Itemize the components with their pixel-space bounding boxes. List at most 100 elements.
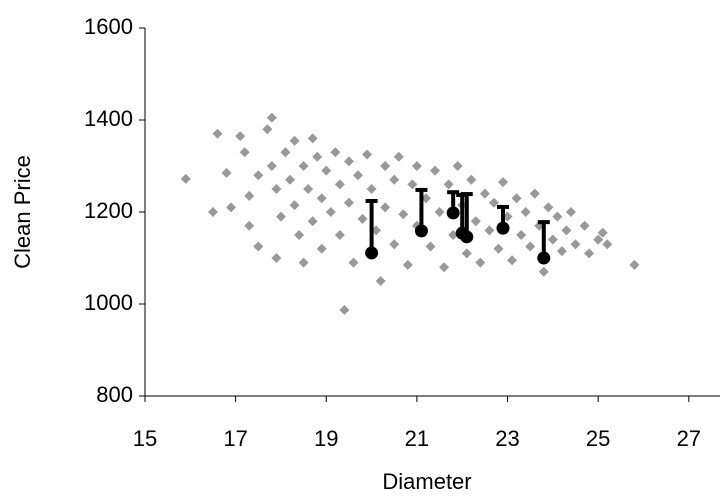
- point: [343, 156, 354, 167]
- point: [180, 173, 191, 184]
- point: [325, 207, 336, 217]
- point: [357, 213, 368, 224]
- x-tick-label: 21: [405, 426, 429, 451]
- point: [561, 225, 572, 236]
- x-tick-label: 23: [495, 426, 519, 451]
- point: [371, 225, 382, 236]
- point: [446, 206, 460, 220]
- point: [411, 161, 422, 171]
- point: [579, 220, 590, 231]
- point: [488, 197, 499, 208]
- point: [434, 207, 445, 217]
- point: [538, 266, 549, 277]
- point: [334, 230, 345, 240]
- point: [460, 230, 474, 244]
- point: [330, 147, 341, 158]
- x-tick-label: 19: [314, 426, 338, 451]
- point: [525, 241, 536, 252]
- point: [584, 248, 595, 259]
- point: [339, 304, 350, 315]
- point: [552, 211, 563, 222]
- point: [366, 184, 377, 194]
- point: [294, 230, 305, 240]
- point: [393, 151, 404, 162]
- point: [420, 193, 431, 204]
- y-tick-label: 1600: [84, 14, 133, 39]
- point: [466, 174, 477, 185]
- point: [253, 170, 264, 181]
- point: [244, 220, 255, 231]
- point: [275, 211, 286, 222]
- point: [520, 207, 531, 217]
- point: [543, 202, 554, 213]
- point: [430, 165, 441, 176]
- point: [475, 257, 486, 268]
- point: [316, 193, 327, 204]
- point: [235, 131, 246, 142]
- point: [226, 202, 237, 213]
- point: [365, 246, 379, 260]
- point: [629, 259, 640, 270]
- point: [498, 177, 509, 188]
- point: [289, 200, 300, 211]
- y-tick-label: 1200: [84, 198, 133, 223]
- point: [547, 234, 558, 245]
- point: [461, 248, 472, 259]
- y-tick-label: 1000: [84, 290, 133, 315]
- point: [402, 259, 413, 270]
- point: [348, 257, 359, 268]
- point: [529, 188, 540, 199]
- point: [289, 135, 300, 146]
- point: [316, 243, 327, 254]
- point: [207, 207, 218, 217]
- point: [414, 224, 428, 238]
- point: [511, 193, 522, 204]
- point: [484, 225, 495, 236]
- x-tick-label: 25: [586, 426, 610, 451]
- point: [343, 197, 354, 208]
- x-tick-label: 27: [677, 426, 701, 451]
- point: [425, 241, 436, 252]
- y-tick-label: 1400: [84, 106, 133, 131]
- point: [266, 161, 277, 171]
- point: [321, 165, 332, 176]
- point: [307, 133, 318, 144]
- point: [271, 184, 282, 194]
- point: [239, 147, 250, 158]
- point: [303, 184, 314, 194]
- point: [334, 179, 345, 190]
- point: [502, 211, 513, 222]
- point: [285, 174, 296, 185]
- point: [479, 188, 490, 199]
- x-tick-label: 15: [133, 426, 157, 451]
- point: [389, 239, 400, 250]
- point: [312, 151, 323, 162]
- point: [452, 161, 463, 171]
- point: [602, 239, 613, 250]
- y-tick-label: 800: [96, 382, 133, 407]
- point: [352, 170, 363, 181]
- point: [556, 246, 567, 257]
- point: [470, 216, 481, 227]
- y-axis-label: Clean Price: [10, 155, 35, 269]
- point: [597, 227, 608, 238]
- point: [570, 239, 581, 250]
- point: [507, 255, 518, 266]
- point: [389, 174, 400, 185]
- point: [253, 241, 264, 252]
- point: [244, 190, 255, 201]
- point: [443, 179, 454, 190]
- point: [398, 209, 409, 220]
- point: [362, 149, 373, 160]
- point: [298, 161, 309, 171]
- point: [565, 207, 576, 217]
- point: [271, 253, 282, 263]
- x-axis-label: Diameter: [382, 469, 471, 494]
- point: [537, 251, 551, 265]
- point: [496, 221, 510, 235]
- point: [280, 147, 291, 158]
- point: [407, 179, 418, 190]
- point: [262, 124, 273, 135]
- point: [439, 262, 450, 273]
